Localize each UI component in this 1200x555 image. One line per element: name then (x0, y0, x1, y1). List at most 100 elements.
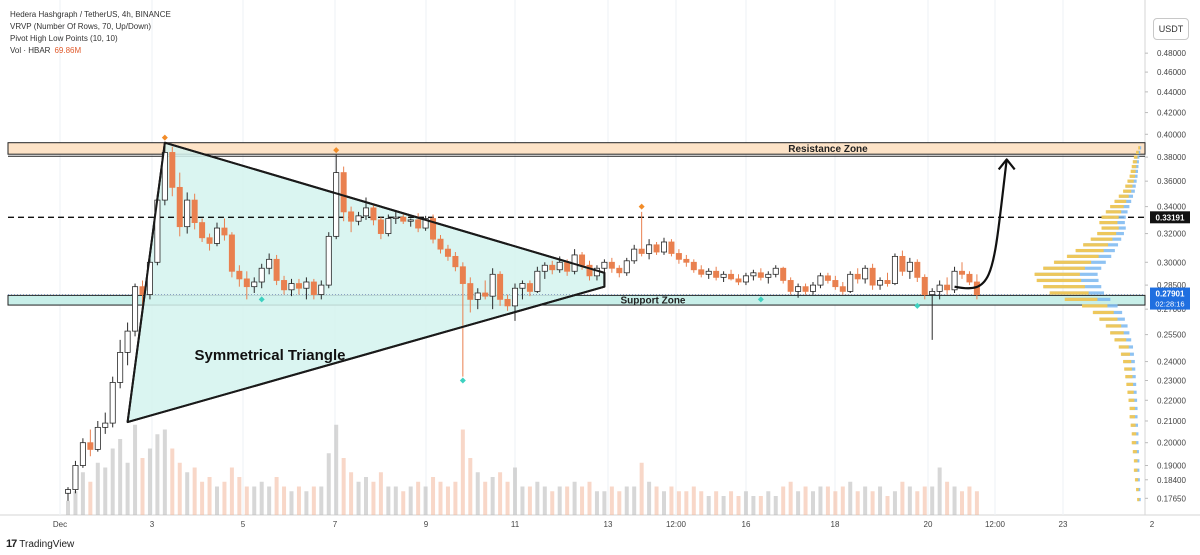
volume-bar (326, 453, 331, 515)
volume-profile-bar-up (1131, 441, 1137, 445)
candle-body (832, 280, 839, 288)
volume-bar (796, 491, 801, 515)
candle (415, 213, 422, 233)
volume-profile-bar-up (1130, 423, 1136, 427)
candle-body (541, 264, 548, 272)
volume-bar (341, 458, 346, 515)
candle-body (221, 227, 228, 236)
volume-bar (878, 486, 883, 515)
currency-button[interactable]: USDT (1153, 18, 1189, 40)
volume-bar (110, 448, 115, 515)
candle-body (616, 267, 623, 274)
tradingview-logo[interactable]: 17 TradingView (6, 538, 74, 550)
volume-profile-bar-up (1127, 179, 1134, 183)
volume-bar (602, 491, 607, 515)
candle (340, 166, 347, 222)
pivot-low-marker (459, 377, 466, 384)
time-axis-label: Dec (53, 520, 67, 529)
candle-body (959, 270, 966, 275)
volume-bar (103, 467, 108, 515)
volume-bar (259, 481, 264, 515)
candle (839, 281, 846, 295)
volume-profile-bar-up (1034, 272, 1080, 276)
volume-bar (364, 477, 368, 515)
chart-legend: Hedera Hashgraph / TetherUS, 4h, BINANCE… (10, 9, 171, 57)
candle (750, 269, 757, 281)
volume-bar (818, 486, 823, 515)
candle-body (944, 284, 951, 291)
resistance-zone (7, 142, 1146, 155)
price-axis-label: 0.32000 (1157, 230, 1186, 239)
time-axis-label: 23 (1059, 520, 1068, 529)
candle-body (750, 272, 757, 277)
candle-body (124, 330, 131, 353)
volume-profile-bar-up (1123, 189, 1132, 193)
time-axis-label: 12:00 (666, 520, 687, 529)
candle (504, 294, 511, 311)
volume-bar (848, 481, 853, 515)
candle-countdown-label: 02:28:16 (1155, 300, 1184, 309)
candle (94, 420, 101, 452)
candle (191, 193, 198, 230)
candle (526, 280, 533, 297)
candle-body (199, 222, 206, 239)
candle (199, 218, 206, 242)
volume-bar (736, 496, 741, 515)
breakout-arrow-head (997, 158, 1016, 171)
candle (281, 275, 288, 295)
volume-profile-bar-up (1133, 459, 1138, 463)
candle-body (869, 267, 876, 286)
candle-body (288, 283, 295, 291)
candle-body (936, 284, 943, 292)
candle-body (810, 284, 817, 292)
candle (273, 254, 280, 286)
volume-bar (557, 486, 562, 515)
volume-profile-bar-up (1064, 297, 1098, 301)
price-axis-label: 0.28500 (1157, 281, 1186, 290)
time-axis-label: 16 (742, 520, 751, 529)
volume-bar (609, 486, 614, 515)
candle-body (929, 290, 936, 295)
candle-body (459, 266, 466, 284)
candle (117, 339, 124, 389)
candle-body (802, 286, 809, 292)
candle (370, 203, 377, 226)
volume-profile-bar-up (1092, 310, 1114, 315)
candle (258, 263, 265, 289)
volume-bar (468, 458, 473, 515)
candle (497, 271, 504, 306)
candle (206, 233, 213, 251)
current-price-label: 0.27901 (1156, 290, 1185, 299)
volume-bar (185, 472, 190, 515)
candle (303, 277, 310, 300)
candle-body (422, 218, 429, 229)
breakout-arrow-curve (954, 159, 1008, 290)
volume-bar (900, 481, 905, 515)
volume-profile-bar-up (1099, 220, 1118, 225)
volume-bar (647, 481, 652, 515)
volume-bar (788, 481, 793, 515)
candle-body (675, 253, 682, 260)
candle (519, 280, 526, 300)
candle (765, 271, 772, 284)
candle-body (318, 284, 325, 295)
candle-body (482, 292, 489, 297)
candle-body (586, 264, 593, 277)
price-axis-label: 0.24000 (1157, 358, 1186, 367)
candle (735, 274, 742, 286)
candle-body (191, 199, 198, 223)
candle-body (430, 218, 437, 240)
volume-profile-bar-up (1090, 237, 1113, 241)
candle-body (176, 186, 183, 228)
candle-body (392, 216, 399, 219)
candle (869, 263, 876, 290)
candle-body (489, 273, 496, 297)
candle-body (109, 382, 116, 424)
volume-bar (565, 486, 570, 515)
candle (72, 460, 79, 494)
volume-bar (974, 491, 979, 515)
volume-bar (393, 486, 398, 515)
candle (489, 268, 496, 310)
volume-bar (527, 486, 532, 515)
